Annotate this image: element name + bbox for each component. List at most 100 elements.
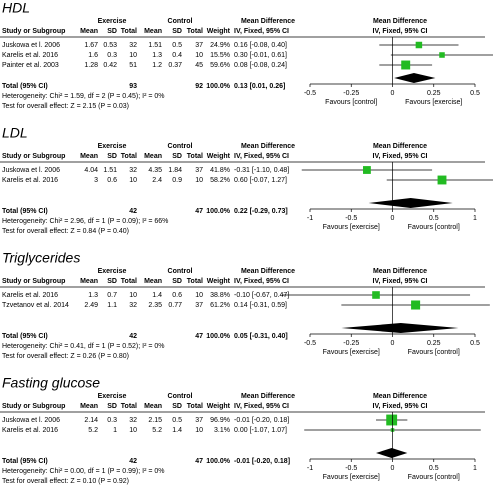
cell: 32 bbox=[129, 302, 137, 309]
cell: 2.49 bbox=[84, 302, 98, 309]
total-cell: 92 bbox=[195, 83, 203, 90]
column-header: Total bbox=[187, 403, 203, 410]
group-header: Control bbox=[168, 268, 193, 275]
column-header: IV, Fixed, 95% CI bbox=[234, 403, 289, 410]
cell: Juskowa et l. 2006 bbox=[2, 417, 60, 424]
cell: 58.2% bbox=[210, 177, 230, 184]
column-header: IV, Fixed, 95% CI bbox=[234, 278, 289, 285]
cell: 0.53 bbox=[103, 42, 117, 49]
effect-square bbox=[411, 300, 421, 310]
cell: 0.7 bbox=[107, 292, 117, 299]
x-tick-label: 0.25 bbox=[427, 90, 441, 97]
cell: 0.5 bbox=[172, 42, 182, 49]
column-header: Total bbox=[187, 278, 203, 285]
cell: 0.60 [-0.07, 1.27] bbox=[234, 177, 287, 184]
group-header: Control bbox=[168, 18, 193, 25]
x-tick-label: -0.25 bbox=[343, 340, 359, 347]
column-header: Total bbox=[121, 28, 137, 35]
cell: 10 bbox=[195, 52, 203, 59]
md-header: Mean Difference bbox=[241, 143, 295, 150]
total-cell: 100.0% bbox=[206, 333, 231, 340]
total-diamond bbox=[394, 73, 436, 83]
total-cell: 47 bbox=[195, 208, 203, 215]
column-header: IV, Fixed, 95% CI bbox=[234, 153, 289, 160]
cell: 1.51 bbox=[103, 167, 117, 174]
overall-effect: Test for overall effect: Z = 0.84 (P = 0… bbox=[2, 228, 129, 235]
effect-square bbox=[401, 60, 411, 70]
cell: 32 bbox=[129, 167, 137, 174]
cell: Juskowa et l. 2006 bbox=[2, 167, 60, 174]
x-tick-label: 0.5 bbox=[470, 340, 480, 347]
cell: 1.4 bbox=[172, 427, 182, 434]
cell: 10 bbox=[195, 427, 203, 434]
column-header: SD bbox=[107, 403, 117, 410]
cell: 37 bbox=[195, 302, 203, 309]
column-header: Weight bbox=[207, 28, 231, 35]
cell: 1.67 bbox=[84, 42, 98, 49]
cell: -0.01 [-0.20, 0.18] bbox=[234, 417, 289, 424]
x-tick-label: 0 bbox=[391, 465, 395, 472]
cell: 1.3 bbox=[88, 292, 98, 299]
total-cell: Total (95% CI) bbox=[2, 208, 48, 215]
cell: 10 bbox=[129, 292, 137, 299]
cell: 3.1% bbox=[214, 427, 230, 434]
cell: 37 bbox=[195, 417, 203, 424]
cell: -0.10 [-0.67, 0.47] bbox=[234, 292, 289, 299]
x-tick-label: 0 bbox=[391, 90, 395, 97]
cell: 4.04 bbox=[84, 167, 98, 174]
group-header: Control bbox=[168, 393, 193, 400]
cell: 10 bbox=[129, 52, 137, 59]
favours-label: Favours [exercise] bbox=[323, 224, 380, 231]
heterogeneity: Heterogeneity: Chi² = 0.00, df = 1 (P = … bbox=[2, 468, 165, 475]
cell: 0.5 bbox=[172, 417, 182, 424]
x-tick-label: -0.5 bbox=[304, 90, 316, 97]
column-header: SD bbox=[172, 153, 182, 160]
column-header: Total bbox=[121, 403, 137, 410]
group-header: Exercise bbox=[98, 143, 127, 150]
column-header: Mean bbox=[80, 153, 98, 160]
cell: 32 bbox=[129, 42, 137, 49]
x-tick-label: 0 bbox=[391, 215, 395, 222]
cell: 0.3 bbox=[107, 417, 117, 424]
column-header: Weight bbox=[207, 278, 231, 285]
total-cell: 100.0% bbox=[206, 83, 231, 90]
cell: 2.15 bbox=[148, 417, 162, 424]
cell: 0.37 bbox=[168, 62, 182, 69]
cell: 0.14 [-0.31, 0.59] bbox=[234, 302, 287, 309]
effect-square bbox=[372, 291, 380, 299]
overall-effect: Test for overall effect: Z = 0.26 (P = 0… bbox=[2, 353, 129, 360]
column-header: SD bbox=[107, 153, 117, 160]
x-tick-label: -0.5 bbox=[345, 465, 357, 472]
cell: 37 bbox=[195, 167, 203, 174]
total-cell: Total (95% CI) bbox=[2, 333, 48, 340]
panel-title: HDL bbox=[2, 0, 30, 16]
total-diamond bbox=[341, 323, 459, 333]
favours-label: Favours [exercise] bbox=[323, 349, 380, 356]
favours-label: Favours [control] bbox=[408, 474, 460, 481]
column-header: Mean bbox=[80, 403, 98, 410]
x-tick-label: 0.5 bbox=[429, 215, 439, 222]
cell: Tzvetanov et al. 2014 bbox=[2, 302, 69, 309]
cell: 32 bbox=[129, 417, 137, 424]
cell: 51 bbox=[129, 62, 137, 69]
column-header: SD bbox=[172, 403, 182, 410]
cell: 59.6% bbox=[210, 62, 230, 69]
column-header: Study or Subgroup bbox=[2, 28, 65, 35]
group-header: Control bbox=[168, 143, 193, 150]
cell: 45 bbox=[195, 62, 203, 69]
column-header: IV, Fixed, 95% CI bbox=[234, 28, 289, 35]
x-tick-label: 1 bbox=[473, 465, 477, 472]
cell: 61.2% bbox=[210, 302, 230, 309]
panel-title: Fasting glucose bbox=[2, 375, 100, 391]
total-diamond bbox=[368, 198, 453, 208]
cell: 1.4 bbox=[152, 292, 162, 299]
cell: 0.9 bbox=[172, 177, 182, 184]
column-header: Total bbox=[187, 28, 203, 35]
md-header: Mean Difference bbox=[241, 268, 295, 275]
x-tick-label: 0 bbox=[391, 340, 395, 347]
total-cell: Total (95% CI) bbox=[2, 458, 48, 465]
x-tick-label: 1 bbox=[473, 215, 477, 222]
favours-label: Favours [control] bbox=[325, 99, 377, 106]
column-header: Study or Subgroup bbox=[2, 153, 65, 160]
md-header: Mean Difference bbox=[241, 18, 295, 25]
